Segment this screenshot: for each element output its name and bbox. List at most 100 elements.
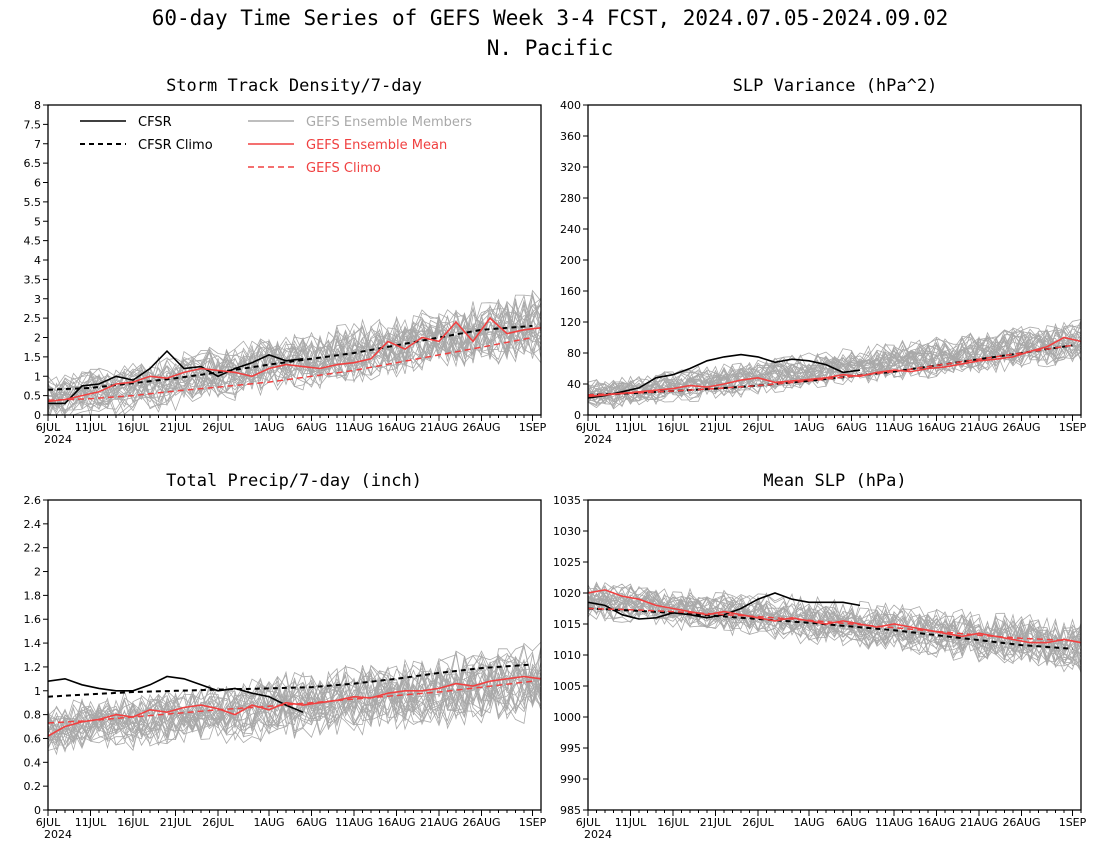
x-tick-label: 16AUG [917,421,955,434]
x-tick-label: 11AUG [335,421,373,434]
x-tick-label: 1AUG [793,816,824,829]
cfsr-line [588,353,861,399]
y-tick-label: 80 [567,347,581,360]
figure-title: 60-day Time Series of GEFS Week 3-4 FCST… [151,6,949,30]
x-tick-label: 6JUL [36,816,61,829]
ensemble-member-line [48,655,541,735]
legend-label-gefs-mean: GEFS Ensemble Mean [306,138,447,153]
y-tick-label: 985 [560,804,581,817]
y-tick-label: 1005 [553,680,581,693]
y-tick-label: 0.6 [24,732,42,745]
ensemble-member-line [588,586,1081,665]
y-tick-label: 1015 [553,618,581,631]
x-tick-label: 1AUG [253,421,284,434]
x-tick-label: 11JUL [615,421,647,434]
y-tick-label: 3.5 [24,273,42,286]
gefs-mean-line [588,336,1081,398]
x-tick-label: 21JUL [160,816,192,829]
cfsr-climo-line [48,663,533,698]
legend-label-members: GEFS Ensemble Members [306,115,472,130]
gefs-climo-line [588,607,1073,642]
y-tick-label: 1.8 [24,589,42,602]
legend-label-gefs-climo: GEFS Climo [306,161,381,176]
x-tick-label: 26AUG [1002,421,1040,434]
ensemble-member-line [48,648,541,739]
x-tick-label: 11AUG [335,816,373,829]
y-tick-label: 240 [560,223,581,236]
x-tick-label: 26AUG [1002,816,1040,829]
x-tick-label: 16JUL [117,816,149,829]
x-tick-label: 1AUG [253,816,284,829]
y-tick-label: 995 [560,742,581,755]
x-tick-label: 6AUG [836,816,867,829]
cfsr-line [588,592,861,620]
x-tick-label: 26JUL [202,816,234,829]
y-tick-label: 6 [34,177,41,190]
x-tick-label: 6AUG [296,421,327,434]
x-tick-label: 6JUL [576,816,601,829]
x-tick-label: 21AUG [420,816,458,829]
cfsr-climo-line [48,324,533,391]
y-tick-label: 0 [574,409,581,422]
ensemble-member-line [48,300,541,409]
x-tick-label: 6AUG [296,816,327,829]
x-tick-label: 21AUG [960,421,998,434]
gefs-climo-line [48,680,533,724]
y-tick-label: 1000 [553,711,581,724]
x-tick-label: 26AUG [462,421,500,434]
y-tick-label: 0 [34,804,41,817]
y-tick-label: 1025 [553,556,581,569]
x-tick-label: 21AUG [420,421,458,434]
y-tick-label: 8 [34,99,41,112]
x-tick-label: 21JUL [160,421,192,434]
x-tick-label: 16JUL [657,816,689,829]
panel-title: Total Precip/7-day (inch) [166,471,422,491]
x-tick-label: 6JUL [576,421,601,434]
ensemble-member-line [588,596,1081,672]
y-tick-label: 1.5 [24,351,42,364]
y-tick-label: 200 [560,254,581,267]
panel-title: Storm Track Density/7-day [166,76,422,96]
x-year-label: 2024 [44,433,72,446]
ensemble-member-line [48,303,541,411]
y-tick-label: 0.4 [24,756,42,769]
y-tick-label: 1010 [553,649,581,662]
legend-label-cfsr: CFSR [138,115,172,130]
plot-area [588,581,1081,674]
plot-area [48,641,541,756]
gefs-climo-line [588,344,1073,396]
x-tick-label: 26AUG [462,816,500,829]
gefs-mean-line [48,316,541,403]
cfsr-line [48,349,304,405]
ensemble-member-line [48,294,541,406]
ensemble-member-line [588,584,1081,663]
x-tick-label: 21JUL [700,421,732,434]
x-tick-label: 6AUG [836,421,867,434]
y-tick-label: 2.6 [24,494,42,507]
y-tick-label: 5.5 [24,196,42,209]
y-tick-label: 6.5 [24,157,42,170]
y-tick-label: 1035 [553,494,581,507]
y-tick-label: 4 [34,254,41,267]
x-tick-label: 11AUG [875,816,913,829]
x-tick-label: 1SEP [1059,816,1087,829]
ensemble-member-line [48,295,541,399]
chart-panel-1: Storm Track Density/7-day 0 0.5 1 1.5 2 2.5 3 3.… [24,76,547,446]
y-tick-label: 2 [34,332,41,345]
y-tick-label: 7 [34,138,41,151]
x-year-label: 2024 [584,433,612,446]
x-tick-label: 21JUL [700,816,732,829]
y-tick-label: 320 [560,161,581,174]
y-tick-label: 120 [560,316,581,329]
plot-frame [47,499,542,811]
cfsr-climo-line [588,607,1073,650]
x-tick-label: 1SEP [519,816,547,829]
y-tick-label: 1.2 [24,661,42,674]
y-tick-label: 1 [34,370,41,383]
x-tick-label: 11JUL [75,816,107,829]
y-tick-label: 0.8 [24,709,42,722]
panel-title: SLP Variance (hPa^2) [733,76,938,96]
x-tick-label: 1SEP [519,421,547,434]
x-tick-label: 21AUG [960,816,998,829]
